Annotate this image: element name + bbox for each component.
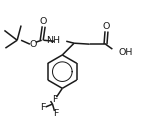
Text: O: O [103,22,110,31]
Text: F: F [40,104,45,112]
Text: O: O [40,17,47,26]
Text: OH: OH [118,47,133,57]
Text: F: F [52,95,57,104]
Text: F: F [53,109,58,118]
Text: O: O [29,40,36,49]
Text: NH: NH [46,36,60,45]
